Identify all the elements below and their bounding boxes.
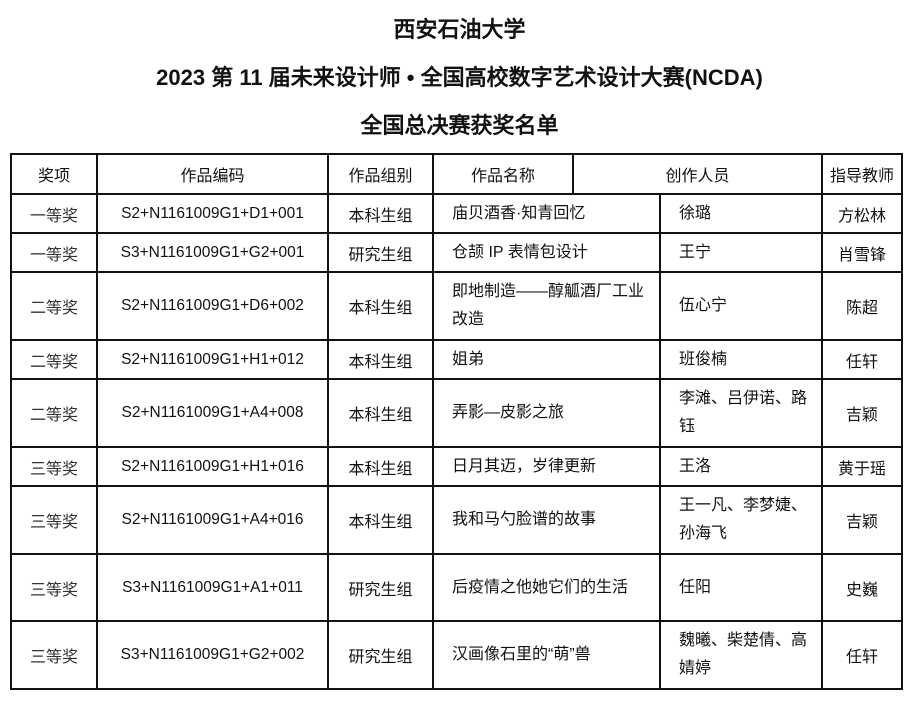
group-cell: 本科生组: [327, 339, 434, 380]
work-name-cell: 日月其迈，岁律更新: [432, 446, 661, 487]
group-cell: 本科生组: [327, 193, 434, 234]
table-row: 一等奖 S2+N1161009G1+D1+001 本科生组 庙贝酒香·知青回忆 徐璐 方松…: [10, 193, 904, 234]
group-cell: 本科生组: [327, 446, 434, 487]
authors-cell: 王一凡、李梦婕、孙海飞: [658, 485, 824, 555]
authors-cell: 王宁: [658, 232, 824, 273]
authors-cell: 徐璐: [658, 193, 824, 234]
code-cell: S2+N1161009G1+D6+002: [96, 271, 329, 341]
authors-cell: 李滩、吕伊诺、路钰: [658, 378, 824, 448]
advisor-cell: 史巍: [821, 553, 904, 622]
authors-cell: 王洛: [658, 446, 824, 487]
table-row: 三等奖 S2+N1161009G1+H1+016 本科生组 日月其迈，岁律更新 王洛 黄于…: [10, 446, 904, 487]
header-award: 奖项: [10, 153, 98, 195]
group-cell: 研究生组: [327, 620, 434, 690]
work-name-cell: 仓颉 IP 表情包设计: [432, 232, 661, 273]
table-row: 二等奖 S2+N1161009G1+A4+008 本科生组 弄影—皮影之旅 李滩、吕伊诺…: [10, 378, 904, 448]
award-cell: 一等奖: [10, 232, 98, 273]
authors-cell: 任阳: [658, 553, 824, 622]
work-name-cell: 庙贝酒香·知青回忆: [432, 193, 661, 234]
group-cell: 本科生组: [327, 485, 434, 555]
authors-cell: 班俊楠: [658, 339, 824, 380]
header-group: 作品组别: [327, 153, 434, 195]
list-title: 全国总决赛获奖名单: [360, 113, 559, 138]
award-cell: 三等奖: [10, 620, 98, 690]
advisor-cell: 吉颖: [821, 378, 904, 448]
table-row: 三等奖 S3+N1161009G1+A1+011 研究生组 后疫情之他她它们的生活 任阳…: [10, 553, 904, 622]
code-cell: S2+N1161009G1+A4+008: [96, 378, 329, 448]
award-cell: 三等奖: [10, 553, 98, 622]
work-name-cell: 即地制造——醇觚酒厂工业改造: [432, 271, 661, 341]
header-code: 作品编码: [96, 153, 329, 195]
award-cell: 三等奖: [10, 446, 98, 487]
work-name-cell: 汉画像石里的“萌”兽: [432, 620, 661, 690]
group-cell: 研究生组: [327, 232, 434, 273]
competition-title: 2023 第 11 届未来设计师 • 全国高校数字艺术设计大赛(NCDA): [156, 65, 763, 90]
work-name-cell: 弄影—皮影之旅: [432, 378, 661, 448]
award-cell: 二等奖: [10, 378, 98, 448]
table-row: 一等奖 S3+N1161009G1+G2+001 研究生组 仓颉 IP 表情包设计 王宁…: [10, 232, 904, 273]
advisor-cell: 任轩: [821, 620, 904, 690]
work-name-cell: 姐弟: [432, 339, 661, 380]
advisor-cell: 任轩: [821, 339, 904, 380]
award-cell: 一等奖: [10, 193, 98, 234]
code-cell: S2+N1161009G1+D1+001: [96, 193, 329, 234]
header-authors: 创作人员: [571, 153, 824, 195]
table-row: 三等奖 S3+N1161009G1+G2+002 研究生组 汉画像石里的“萌”兽 魏曦、…: [10, 620, 904, 690]
group-cell: 研究生组: [327, 553, 434, 622]
code-cell: S2+N1161009G1+H1+012: [96, 339, 329, 380]
advisor-cell: 肖雪锋: [821, 232, 904, 273]
header-advisor: 指导教师: [821, 153, 904, 195]
code-cell: S2+N1161009G1+H1+016: [96, 446, 329, 487]
header-row: 奖项 作品编码 作品组别 作品名称 创作人员 指导教师: [10, 153, 904, 195]
code-cell: S3+N1161009G1+G2+002: [96, 620, 329, 690]
group-cell: 本科生组: [327, 378, 434, 448]
advisor-cell: 吉颖: [821, 485, 904, 555]
advisor-cell: 陈超: [821, 271, 904, 341]
code-cell: S3+N1161009G1+G2+001: [96, 232, 329, 273]
awards-table: 奖项 作品编码 作品组别 作品名称 创作人员 指导教师 一等奖 S2+N11610…: [10, 153, 904, 690]
work-name-cell: 后疫情之他她它们的生活: [432, 553, 661, 622]
award-cell: 二等奖: [10, 339, 98, 380]
advisor-cell: 方松林: [821, 193, 904, 234]
group-cell: 本科生组: [327, 271, 434, 341]
authors-cell: 伍心宁: [658, 271, 824, 341]
table-row: 二等奖 S2+N1161009G1+D6+002 本科生组 即地制造——醇觚酒厂工业改…: [10, 271, 904, 341]
award-cell: 二等奖: [10, 271, 98, 341]
award-cell: 三等奖: [10, 485, 98, 555]
code-cell: S2+N1161009G1+A4+016: [96, 485, 329, 555]
work-name-cell: 我和马勺脸谱的故事: [432, 485, 661, 555]
advisor-cell: 黄于瑶: [821, 446, 904, 487]
header-name: 作品名称: [432, 153, 574, 195]
table-row: 三等奖 S2+N1161009G1+A4+016 本科生组 我和马勺脸谱的故事 王一凡、…: [10, 485, 904, 555]
code-cell: S3+N1161009G1+A1+011: [96, 553, 329, 622]
university-title: 西安石油大学: [393, 17, 526, 42]
table-row: 二等奖 S2+N1161009G1+H1+012 本科生组 姐弟 班俊楠 任轩: [10, 339, 904, 380]
authors-cell: 魏曦、柴楚倩、高婧婷: [658, 620, 824, 690]
